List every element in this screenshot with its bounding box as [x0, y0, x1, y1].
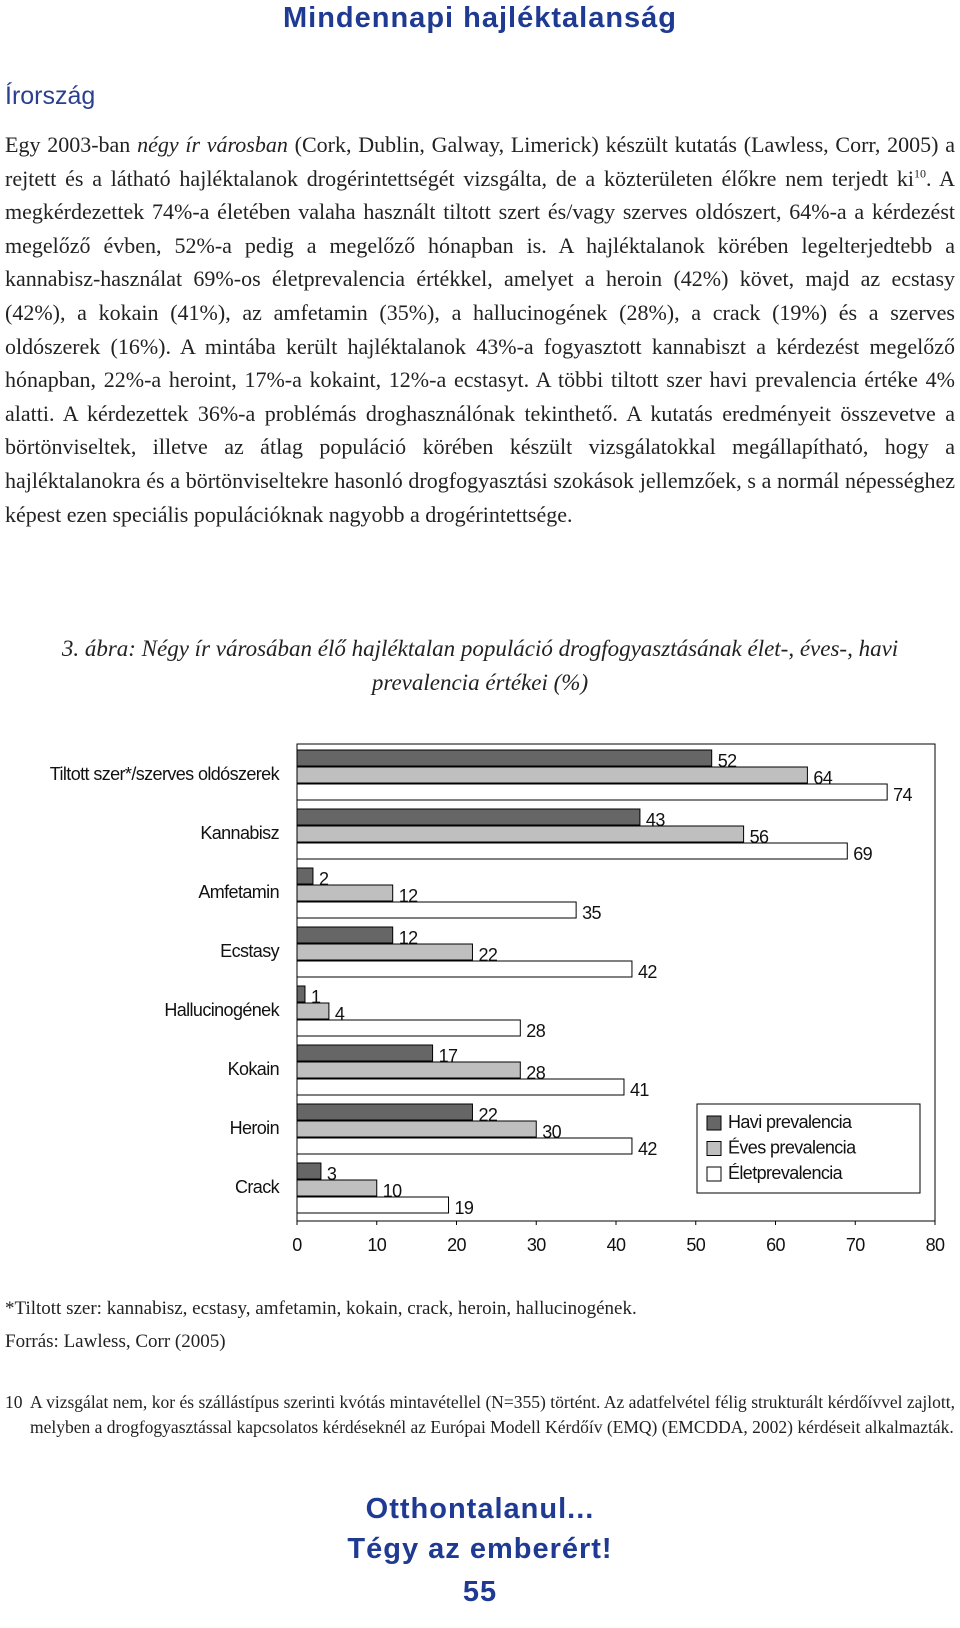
bar [296, 867, 314, 885]
value-label: 22 [478, 1105, 497, 1125]
category-label: Tiltott szer*/szerves oldószerek [50, 764, 281, 784]
value-label: 2 [319, 869, 329, 889]
bar [296, 884, 394, 902]
legend-label: Éves prevalencia [728, 1137, 857, 1157]
legend-swatch [706, 1141, 722, 1156]
x-tick-label: 30 [527, 1235, 546, 1255]
value-label: 30 [542, 1122, 561, 1142]
bar [296, 1179, 378, 1197]
bar [296, 766, 808, 784]
value-label: 42 [638, 1139, 657, 1159]
note: *Tiltott szer: kannabisz, ecstasy, amfet… [5, 1298, 637, 1319]
chart: 0 10 20 30 40 50 60 70 80 Tiltott szer*/szerves o… [50, 743, 946, 1255]
x-tick-label: 70 [846, 1235, 865, 1255]
category-label: Kannabisz [200, 823, 279, 843]
value-label: 22 [478, 945, 497, 965]
value-label: 10 [383, 1181, 402, 1201]
value-label: 69 [853, 844, 872, 864]
x-tick-label: 50 [686, 1235, 705, 1255]
text: . A megkérdezettek 74%-a életében valaha… [5, 165, 955, 527]
value-label: 12 [399, 886, 418, 906]
text: (Cork, Dublin, Galway, Limerick) készült… [5, 132, 955, 191]
value-label: 1 [311, 987, 321, 1007]
bar [296, 1103, 473, 1121]
legend-swatch [706, 1166, 722, 1182]
value-label: 12 [399, 928, 418, 948]
source: Forrás: Lawless, Corr (2005) [5, 1331, 226, 1352]
text: Egy 2003-ban [5, 132, 138, 157]
value-label: 3 [327, 1164, 337, 1184]
value-label: 28 [526, 1021, 545, 1041]
footer-line: Otthontalanul... [365, 1493, 595, 1525]
footnote-number: 10 [5, 1392, 23, 1412]
x-tick-label: 20 [447, 1235, 466, 1255]
bar [296, 985, 306, 1003]
section-title: Írország [5, 82, 96, 110]
header-title: Mindennapi hajléktalanság [282, 2, 678, 34]
bar [296, 1162, 322, 1180]
legend-box [696, 1103, 921, 1194]
x-tick-label: 10 [367, 1235, 386, 1255]
x-tick-label: 0 [292, 1235, 302, 1255]
bar [296, 842, 848, 860]
x-tick-label: 40 [607, 1235, 626, 1255]
category-label: Crack [235, 1177, 281, 1197]
bar [296, 1078, 625, 1096]
value-label: 64 [813, 768, 832, 788]
paragraph: Egy 2003-ban négy ír városban (Cork, Dub… [5, 128, 955, 531]
emphasis: négy ír városban [137, 132, 288, 157]
bar [296, 1002, 330, 1020]
bar [296, 1196, 450, 1214]
value-label: 4 [335, 1004, 345, 1024]
category-label: Amfetamin [198, 882, 279, 902]
bar [296, 808, 641, 826]
category-label: Ecstasy [220, 941, 279, 961]
bar [296, 1061, 521, 1079]
value-label: 56 [750, 827, 769, 847]
footnote-ref: 10 [914, 166, 927, 181]
bar [296, 1044, 434, 1062]
value-label: 74 [893, 785, 912, 805]
bar [296, 901, 577, 919]
value-label: 35 [582, 903, 601, 923]
value-label: 19 [455, 1198, 474, 1218]
footnote-text: A vizsgálat nem, kor és szállástípus sze… [30, 1392, 955, 1437]
legend-swatch [706, 1115, 722, 1131]
x-tick-label: 60 [766, 1235, 785, 1255]
bar [296, 926, 394, 944]
bar [296, 1120, 537, 1138]
figure-caption: 3. ábra: Négy ír városában élő hajléktal… [61, 636, 899, 695]
bar [296, 943, 473, 961]
category-label: Kokain [228, 1059, 279, 1079]
value-label: 17 [439, 1046, 458, 1066]
value-label: 52 [718, 751, 737, 771]
bar [296, 825, 745, 843]
page-number: 55 [462, 1576, 498, 1608]
bar [296, 749, 713, 767]
bar [296, 1137, 633, 1155]
value-label: 43 [646, 810, 665, 830]
category-label: Heroin [230, 1118, 279, 1138]
legend-label: Havi prevalencia [728, 1112, 853, 1132]
value-label: 42 [638, 962, 657, 982]
legend-label: Életprevalencia [728, 1163, 844, 1183]
bar [296, 783, 888, 801]
footer-line: Tégy az emberért! [347, 1533, 613, 1565]
category-label: Hallucinogének [164, 1000, 280, 1020]
footnote: 10 A vizsgálat nem, kor és szállástípus s… [5, 1390, 955, 1440]
value-label: 41 [630, 1080, 649, 1100]
bar [296, 960, 633, 978]
bar [296, 1019, 521, 1037]
x-tick-label: 80 [926, 1235, 945, 1255]
value-label: 28 [526, 1063, 545, 1083]
